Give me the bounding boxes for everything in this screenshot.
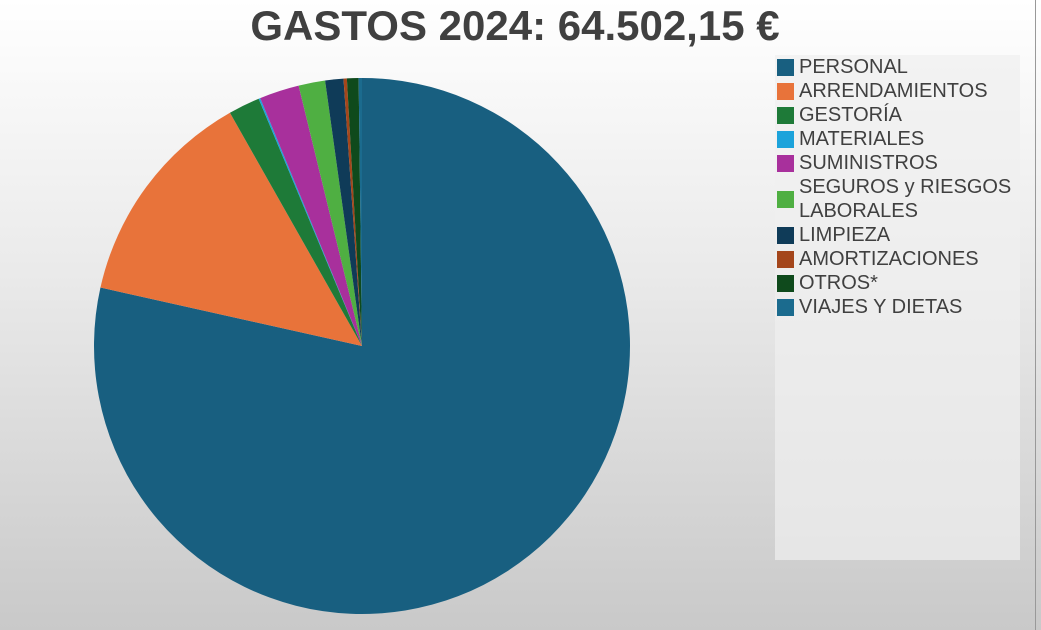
legend-item: PERSONAL (777, 55, 1020, 79)
legend-item: LIMPIEZA (777, 223, 1020, 247)
pie-slice (343, 78, 362, 347)
legend-swatch (777, 298, 794, 316)
legend-label: OTROS* (799, 272, 878, 294)
legend-item: VIAJES Y DIETAS (777, 295, 1020, 319)
window-edge (1035, 0, 1041, 630)
legend-swatch (777, 154, 794, 172)
legend-swatch (777, 82, 794, 100)
legend-label: MATERIALES (799, 128, 925, 150)
pie-slice (298, 80, 362, 346)
legend-label: SEGUROS y RIESGOS LABORALES (799, 176, 1012, 222)
pie-slice (258, 98, 362, 346)
pie-slice (94, 78, 631, 614)
legend-label: GESTORÍA (799, 104, 902, 126)
pie (94, 78, 631, 614)
legend-swatch (777, 106, 794, 124)
pie-slice (325, 78, 362, 347)
legend-item: SEGUROS y RIESGOS LABORALES (777, 175, 1020, 223)
legend-swatch (777, 190, 794, 208)
legend-swatch (777, 274, 794, 292)
legend-item: MATERIALES (777, 127, 1020, 151)
legend-swatch (777, 250, 794, 268)
legend-label: SUMINISTROS (799, 152, 938, 174)
legend-label: LIMPIEZA (799, 224, 891, 246)
legend: PERSONAL ARRENDAMIENTOS GESTORÍA MATERIALES… (775, 55, 1020, 560)
pie-slice (100, 112, 362, 346)
legend-item: OTROS* (777, 271, 1020, 295)
legend-item: AMORTIZACIONES (777, 247, 1020, 271)
legend-label: ARRENDAMIENTOS (799, 80, 988, 102)
legend-swatch (777, 226, 794, 244)
pie-slice (260, 85, 362, 347)
legend-item: GESTORÍA (777, 103, 1020, 127)
chart-title: GASTOS 2024: 64.502,15 € (250, 2, 780, 49)
legend-item: SUMINISTROS (777, 151, 1020, 175)
pie-slice (346, 78, 362, 346)
pie-slice (229, 98, 362, 346)
legend-swatch (777, 130, 794, 148)
legend-label: AMORTIZACIONES (799, 248, 979, 270)
legend-label: VIAJES Y DIETAS (799, 296, 963, 318)
pie-slice (358, 78, 362, 346)
legend-item: ARRENDAMIENTOS (777, 79, 1020, 103)
legend-label: PERSONAL (799, 56, 908, 78)
legend-swatch (777, 58, 794, 76)
